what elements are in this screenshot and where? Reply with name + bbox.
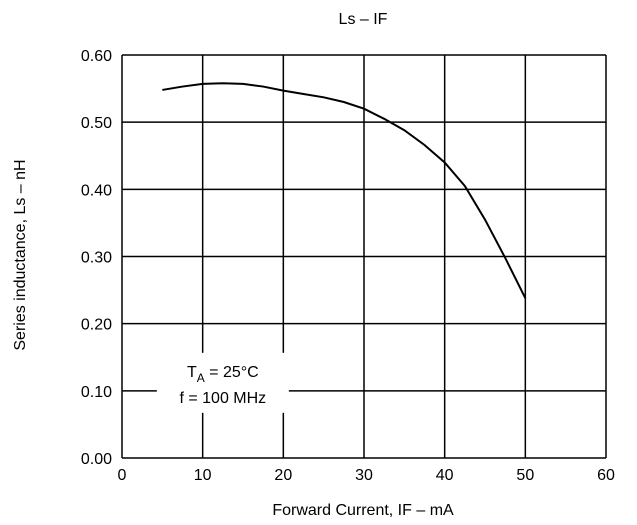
annotation-temperature-subscript: A [197,371,205,385]
x-axis-label: Forward Current, IF – mA [272,502,454,519]
y-tick-label-2: 0.20 [81,317,112,334]
annotation-temperature: TA = 25°C [187,364,259,385]
data-curve [162,82,527,299]
x-tick-label-6: 60 [597,467,615,484]
annotation-background [156,352,289,413]
y-tick-label-5: 0.50 [81,115,112,132]
x-tick-label-1: 10 [194,467,212,484]
annotation-temperature-value: = 25°C [205,364,259,381]
y-tick-label-3: 0.30 [81,250,112,267]
y-tick-label-6: 0.60 [81,48,112,65]
annotation-frequency: f = 100 MHz [179,390,266,407]
y-axis-label: Series inductance, Ls – nH [12,159,29,350]
y-ticks: 0.00 0.10 0.20 0.30 0.40 0.50 0.60 [81,48,112,468]
x-tick-label-0: 0 [118,467,127,484]
x-ticks: 0 10 20 30 40 50 60 [118,467,615,484]
y-tick-label-1: 0.10 [81,384,112,401]
x-tick-label-3: 30 [355,467,373,484]
x-tick-label-5: 50 [516,467,534,484]
chart-title: Ls – IF [339,11,388,28]
annotation-temperature-main: T [187,364,197,381]
grid [121,54,607,459]
x-tick-label-2: 20 [274,467,292,484]
x-tick-label-4: 40 [436,467,454,484]
y-tick-label-0: 0.00 [81,451,112,468]
y-tick-label-4: 0.40 [81,182,112,199]
